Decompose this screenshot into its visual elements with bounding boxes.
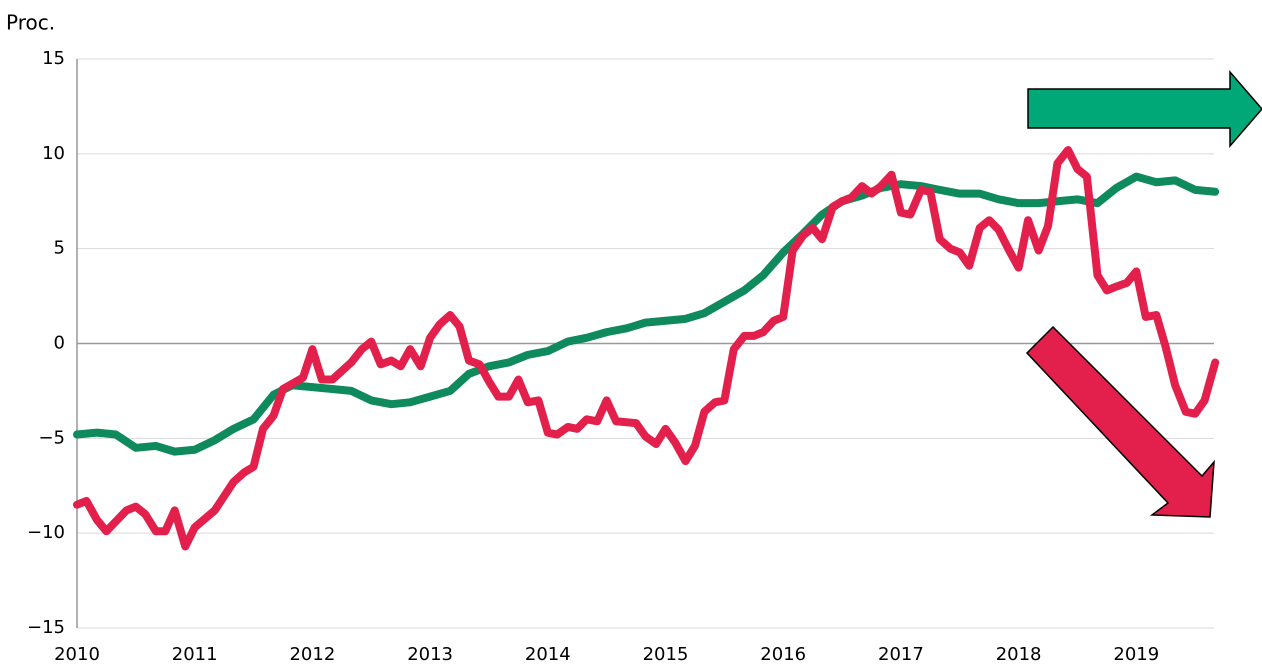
y-axis-label: Proc. [6,11,55,35]
x-tick-label: 2014 [525,644,571,665]
x-tick-label: 2018 [996,644,1042,665]
x-tick-label: 2016 [760,644,806,665]
y-tick-label: −5 [38,427,65,448]
y-tick-label: 10 [42,143,65,164]
x-tick-label: 2013 [407,644,453,665]
series-line [73,146,1220,551]
y-tick-label: −10 [27,522,65,543]
y-tick-label: 15 [42,48,65,69]
x-tick-label: 2017 [878,644,924,665]
x-tick-label: 2019 [1113,644,1159,665]
x-tick-label: 2012 [289,644,335,665]
x-tick-label: 2011 [172,644,218,665]
red-arrow [1025,325,1215,518]
y-tick-label: −15 [27,617,65,638]
green-arrow [1027,69,1262,149]
y-tick-label: 0 [54,333,65,354]
y-tick-label: 5 [54,238,65,259]
series-line [73,172,1220,456]
x-tick-label: 2010 [54,644,100,665]
x-tick-label: 2015 [643,644,689,665]
